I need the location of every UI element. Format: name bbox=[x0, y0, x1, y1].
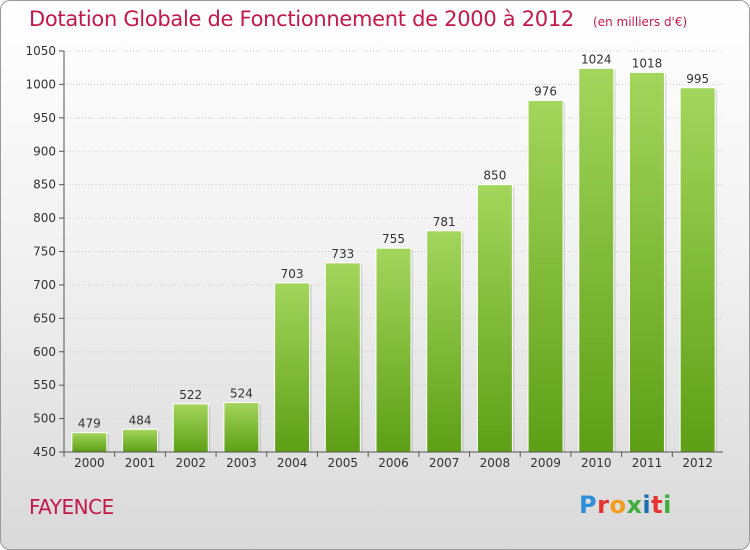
bar-2001 bbox=[122, 428, 159, 453]
y-tick-label: 600 bbox=[33, 345, 56, 359]
title-row: Dotation Globale de Fonctionnement de 20… bbox=[29, 7, 687, 31]
chart-unit: (en milliers d'€) bbox=[593, 15, 688, 29]
value-label: 850 bbox=[483, 169, 506, 183]
bar-2000 bbox=[71, 432, 108, 453]
bar-2004 bbox=[274, 282, 311, 453]
logo-letter: r bbox=[597, 491, 610, 519]
bars bbox=[71, 67, 718, 453]
value-label: 733 bbox=[331, 247, 354, 261]
x-tick-label: 2007 bbox=[429, 456, 460, 470]
value-label: 522 bbox=[179, 388, 202, 402]
x-tick-label: 2004 bbox=[277, 456, 308, 470]
value-label: 995 bbox=[686, 72, 709, 86]
x-tick-label: 2001 bbox=[125, 456, 156, 470]
logo-letter: o bbox=[609, 491, 627, 519]
bar-2003 bbox=[223, 402, 260, 453]
bar-2011 bbox=[628, 71, 665, 453]
x-tick-label: 2006 bbox=[378, 456, 409, 470]
y-tick-label: 500 bbox=[33, 412, 56, 426]
bar-2005 bbox=[324, 262, 361, 453]
chart-title: Dotation Globale de Fonctionnement de 20… bbox=[29, 7, 574, 31]
value-label: 755 bbox=[382, 232, 405, 246]
y-tick-label: 450 bbox=[33, 445, 56, 459]
logo-letter: i bbox=[642, 491, 652, 519]
y-tick-label: 700 bbox=[33, 278, 56, 292]
x-tick-label: 2011 bbox=[632, 456, 663, 470]
axes bbox=[63, 51, 723, 453]
x-tick-label: 2003 bbox=[226, 456, 257, 470]
value-label: 484 bbox=[129, 413, 152, 427]
value-label: 479 bbox=[78, 417, 101, 431]
bar-2006 bbox=[375, 247, 412, 453]
x-axis-ticks: 2000 2001 2002 2003 2004 2005 2006 2007 2008 2009… bbox=[63, 452, 713, 470]
commune-name: FAYENCE bbox=[29, 495, 114, 519]
y-tick-label: 1000 bbox=[25, 77, 56, 91]
x-tick-label: 2010 bbox=[581, 456, 612, 470]
logo-letter: x bbox=[626, 491, 643, 519]
bar-2010 bbox=[578, 67, 615, 453]
value-label: 1024 bbox=[581, 52, 612, 66]
x-tick-label: 2000 bbox=[74, 456, 105, 470]
value-labels: 479 484 522 524 703 733 755 781 850 976 1024 1018 99… bbox=[78, 52, 709, 430]
value-label: 1018 bbox=[632, 56, 663, 70]
bar-2008 bbox=[476, 184, 513, 453]
x-tick-label: 2008 bbox=[480, 456, 511, 470]
y-tick-label: 900 bbox=[33, 144, 56, 158]
y-tick-label: 750 bbox=[33, 245, 56, 259]
value-label: 781 bbox=[433, 215, 456, 229]
y-tick-label: 850 bbox=[33, 178, 56, 192]
value-label: 524 bbox=[230, 387, 253, 401]
y-tick-label: 800 bbox=[33, 211, 56, 225]
bar-2009 bbox=[527, 99, 564, 453]
x-tick-label: 2012 bbox=[682, 456, 713, 470]
bar-2002 bbox=[172, 403, 209, 453]
x-tick-label: 2002 bbox=[175, 456, 206, 470]
x-tick-label: 2005 bbox=[328, 456, 359, 470]
bar-2012 bbox=[679, 87, 716, 453]
y-tick-label: 1050 bbox=[25, 44, 56, 58]
proxiti-logo: Proxiti bbox=[579, 491, 672, 519]
value-label: 703 bbox=[281, 267, 304, 281]
logo-letter: i bbox=[663, 491, 672, 519]
value-label: 976 bbox=[534, 84, 557, 98]
logo-letter: t bbox=[651, 491, 664, 519]
y-tick-label: 950 bbox=[33, 111, 56, 125]
bar-2007 bbox=[426, 230, 463, 453]
y-tick-label: 550 bbox=[33, 378, 56, 392]
y-tick-label: 650 bbox=[33, 311, 56, 325]
logo-letter: P bbox=[579, 491, 598, 519]
x-tick-label: 2009 bbox=[530, 456, 561, 470]
y-axis-ticks: 450 500 550 600 650 700 750 800 850 900 950 1000 105… bbox=[25, 44, 64, 459]
